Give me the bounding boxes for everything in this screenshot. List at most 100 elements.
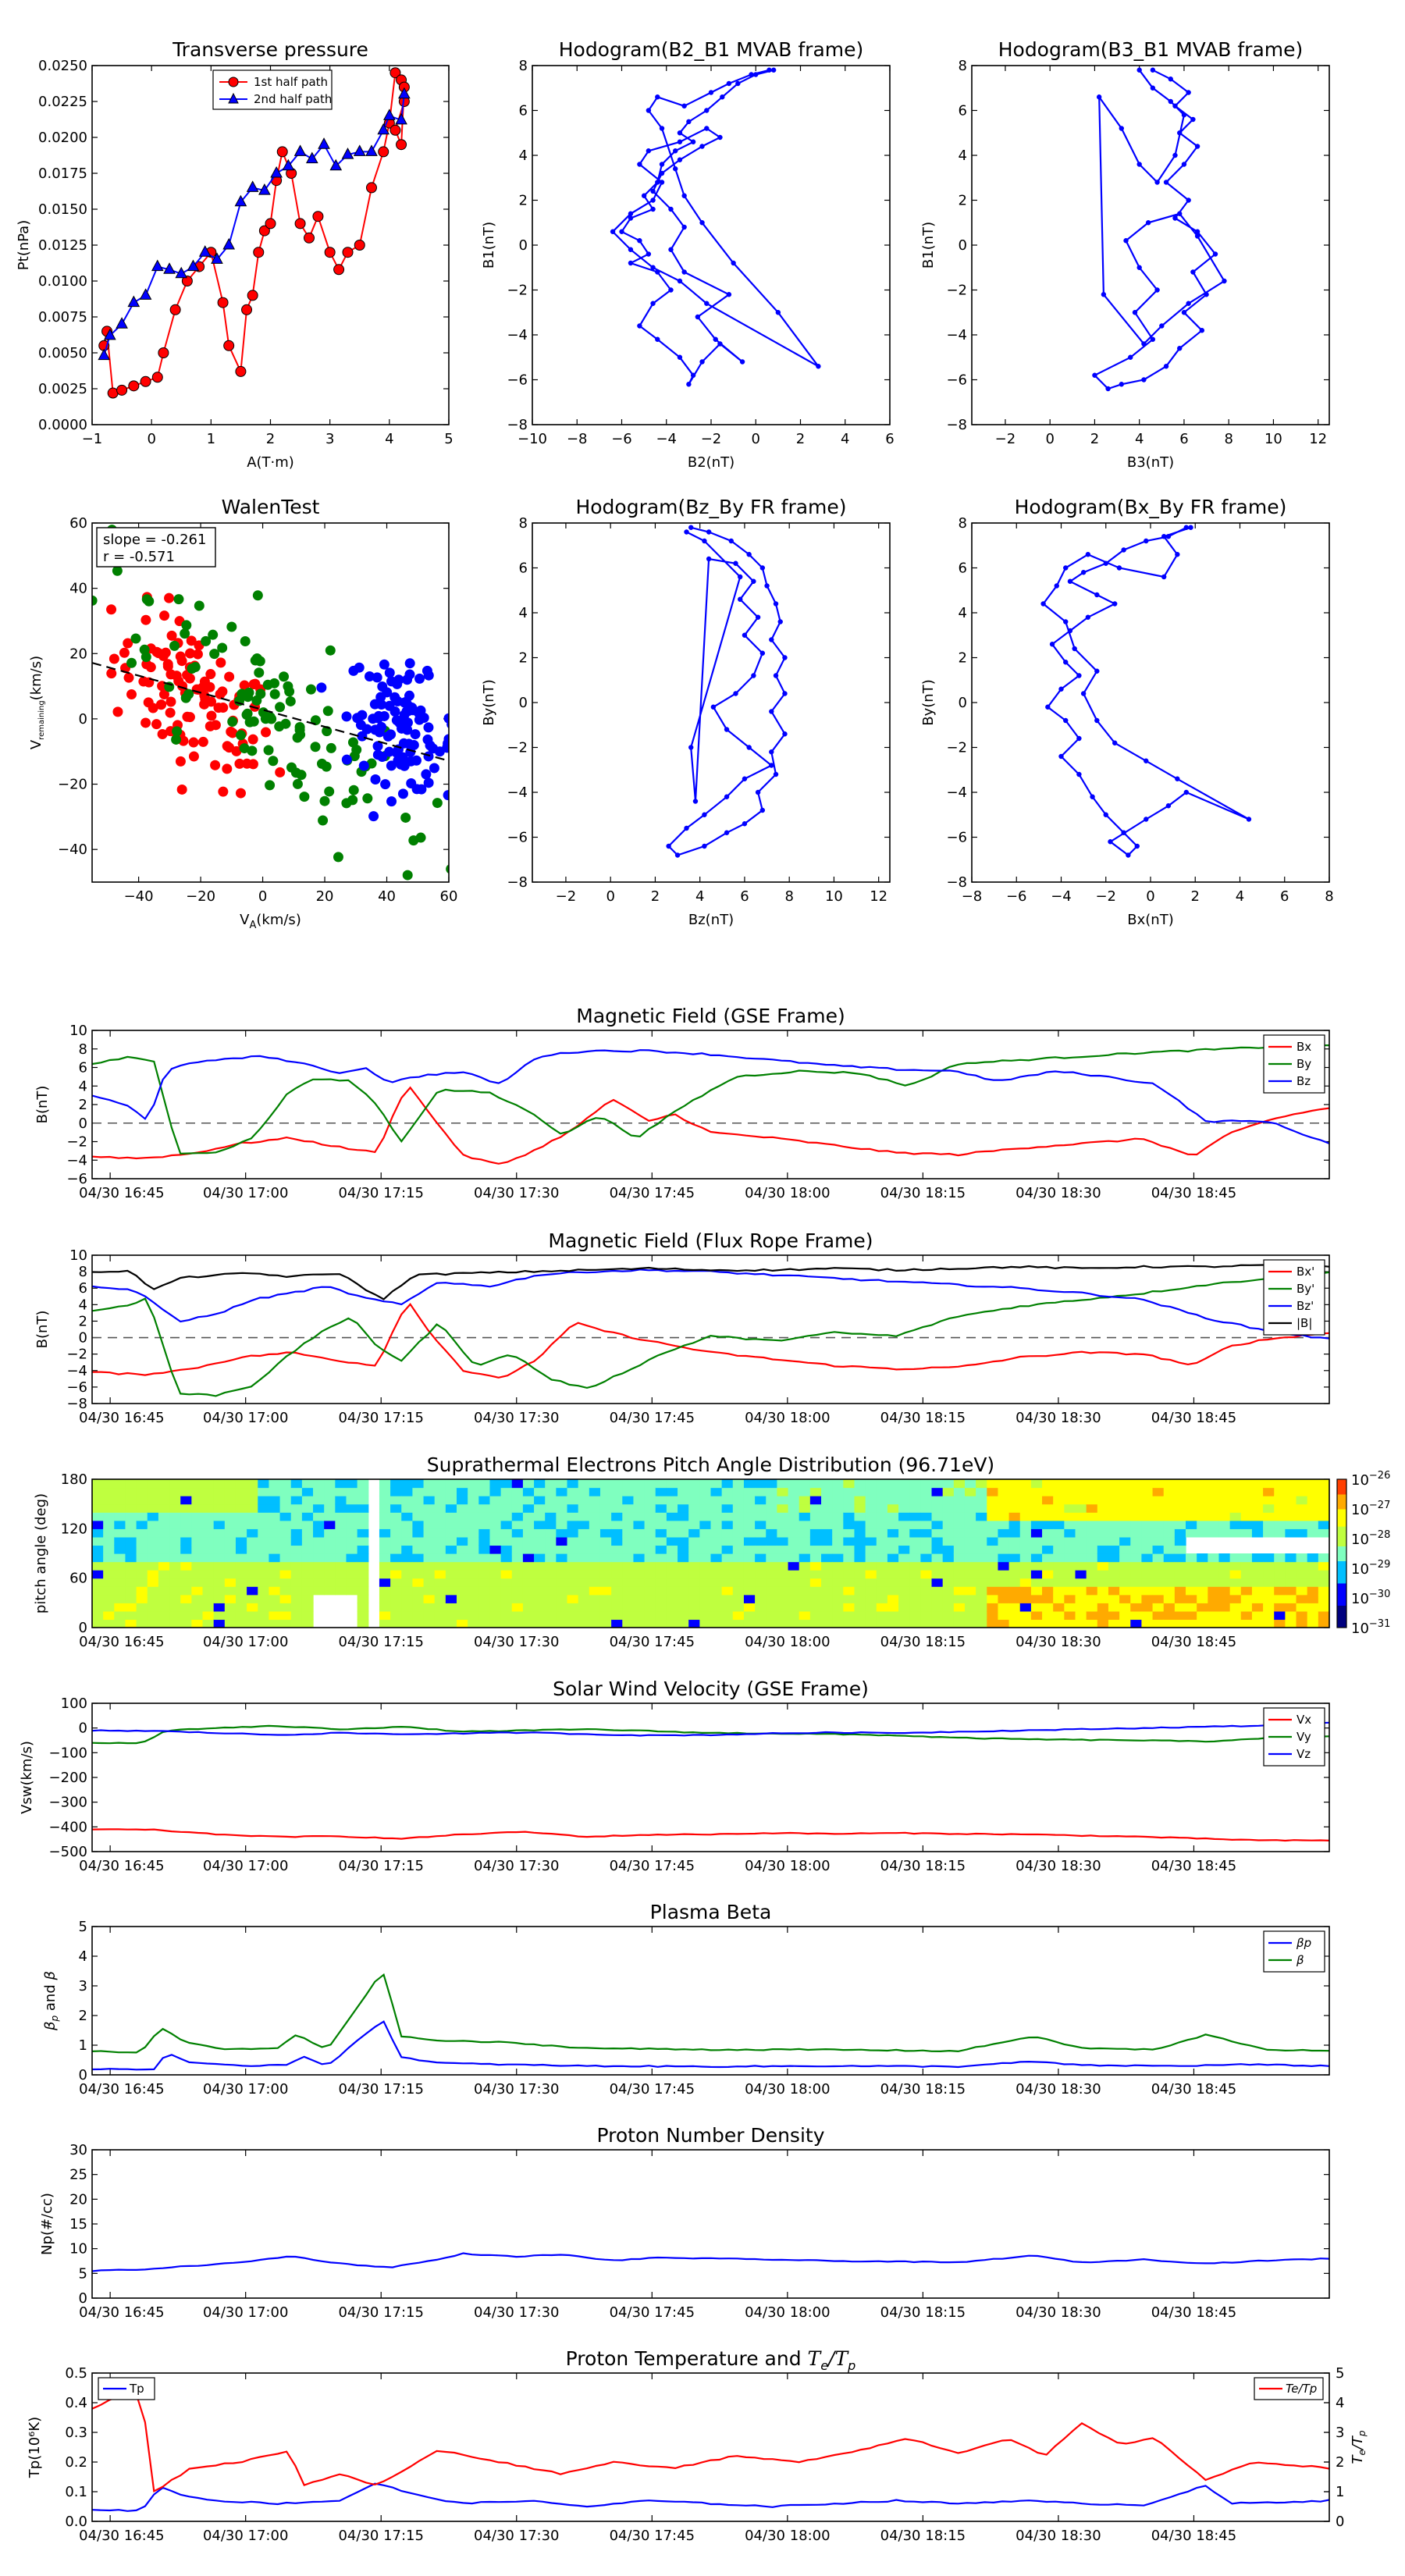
colorbar-tick-label: 10−27 xyxy=(1351,1500,1390,1518)
pad-cell xyxy=(743,1479,756,1489)
pad-cell xyxy=(1097,1536,1109,1546)
pad-cell xyxy=(1130,1496,1143,1505)
pad-cell xyxy=(202,1496,215,1505)
beta-ytick-label: 2 xyxy=(79,2008,87,2024)
pad-cell xyxy=(357,1570,369,1579)
pad-cell xyxy=(489,1496,502,1505)
bfr-frame xyxy=(91,1254,1330,1404)
pad-cell xyxy=(998,1561,1010,1571)
pad-cell xyxy=(1030,1479,1043,1489)
pad-cell xyxy=(1086,1610,1098,1621)
tp-marker xyxy=(324,247,336,258)
pad-cell xyxy=(247,1487,258,1496)
pad-cell xyxy=(732,1528,745,1538)
walen-point xyxy=(222,741,233,752)
pad-cell xyxy=(788,1528,800,1538)
pad-cell xyxy=(1197,1603,1208,1612)
pad-cell xyxy=(987,1479,999,1489)
h1-marker xyxy=(641,193,647,198)
pad-cell xyxy=(169,1520,181,1529)
h4-marker xyxy=(1090,794,1095,799)
pad-cell xyxy=(1108,1487,1120,1496)
pad-cell xyxy=(202,1553,215,1563)
pad-cell xyxy=(644,1536,656,1546)
pad-cell xyxy=(942,1496,955,1505)
h4-marker xyxy=(1161,574,1167,580)
pad-cell xyxy=(1064,1545,1076,1554)
pad-frame xyxy=(91,1478,1330,1628)
pad-cell xyxy=(313,1536,325,1546)
pad-cell xyxy=(809,1479,822,1489)
pad-cell xyxy=(1296,1610,1308,1621)
pad-cell xyxy=(457,1479,468,1489)
pad-cell xyxy=(589,1528,601,1538)
pad-cell xyxy=(1197,1512,1208,1521)
pad-cell xyxy=(379,1479,391,1489)
pad-cell xyxy=(1053,1503,1065,1513)
h3-xtick-label: 10 xyxy=(825,888,843,905)
pad-cell xyxy=(335,1512,347,1521)
colorbar-segment xyxy=(1337,1578,1346,1582)
pad-cell xyxy=(1285,1570,1297,1579)
walen-point xyxy=(108,653,119,664)
pad-cell xyxy=(180,1536,192,1546)
tp-legend-label: 1st half path xyxy=(254,75,328,89)
pad-cell xyxy=(357,1619,369,1628)
pad-cell xyxy=(589,1553,601,1563)
h4-marker xyxy=(1067,628,1073,634)
pad-cell xyxy=(92,1619,104,1628)
pad-cell xyxy=(114,1570,126,1579)
pad-cell xyxy=(158,1528,170,1538)
pad-cell xyxy=(1285,1594,1297,1603)
h2-marker xyxy=(1136,67,1142,73)
pad-cell xyxy=(655,1528,667,1538)
pad-cell xyxy=(931,1496,944,1505)
colorbar-segment xyxy=(1337,1575,1346,1579)
pad-cell xyxy=(158,1553,170,1563)
pad-cell xyxy=(1251,1553,1264,1563)
pad-cell xyxy=(147,1561,159,1571)
pad-cell xyxy=(611,1586,623,1596)
pad-cell xyxy=(457,1512,468,1521)
pad-cell xyxy=(688,1496,700,1505)
pad-cell xyxy=(290,1553,303,1563)
pad-cell xyxy=(136,1610,148,1621)
pad-cell xyxy=(821,1545,833,1554)
h1-xtick-label: 4 xyxy=(841,431,849,447)
pad-cell xyxy=(799,1561,811,1571)
colorbar-segment xyxy=(1337,1501,1346,1505)
pad-cell xyxy=(953,1536,966,1546)
pad-cell xyxy=(599,1586,612,1596)
pad-cell xyxy=(213,1479,226,1489)
pad-cell xyxy=(1152,1553,1165,1563)
pad-cell xyxy=(169,1578,181,1587)
pad-cell xyxy=(301,1528,314,1538)
pad-cell xyxy=(180,1528,192,1538)
walen-ytick-label: 40 xyxy=(69,581,87,597)
pad-cell xyxy=(688,1603,700,1612)
h4-ylabel: By(nT) xyxy=(920,679,937,725)
pad-cell xyxy=(1119,1536,1131,1546)
pad-cell xyxy=(1274,1570,1286,1579)
pad-cell xyxy=(678,1512,689,1521)
pad-cell xyxy=(324,1578,336,1587)
pad-cell xyxy=(909,1496,921,1505)
pad-cell xyxy=(832,1610,844,1621)
vsw-time-tick-label: 04/30 18:30 xyxy=(1016,1858,1101,1874)
pad-cell xyxy=(224,1610,237,1621)
pad-cell xyxy=(125,1594,137,1603)
h1-marker xyxy=(637,162,642,167)
walen-ytick-label: 0 xyxy=(79,711,87,728)
pad-cell xyxy=(832,1487,844,1496)
colorbar-segment xyxy=(1337,1607,1346,1611)
walen-point xyxy=(165,669,176,680)
pad-cell xyxy=(987,1561,999,1571)
pad-cell xyxy=(755,1536,767,1546)
pad-cell xyxy=(987,1545,999,1554)
pad-cell xyxy=(1008,1619,1021,1628)
tp-ylabel: Pt(nPa) xyxy=(16,220,32,270)
pad-cell xyxy=(279,1545,292,1554)
pad-cell xyxy=(953,1520,966,1529)
chart-tp: Transverse pressure−1 0 1 2 3 4 50.00000.00250… xyxy=(16,38,454,471)
pad-cell xyxy=(346,1503,358,1513)
